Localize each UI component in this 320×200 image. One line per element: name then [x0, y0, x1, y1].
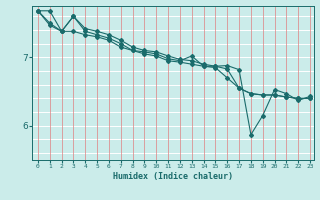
- X-axis label: Humidex (Indice chaleur): Humidex (Indice chaleur): [113, 172, 233, 181]
